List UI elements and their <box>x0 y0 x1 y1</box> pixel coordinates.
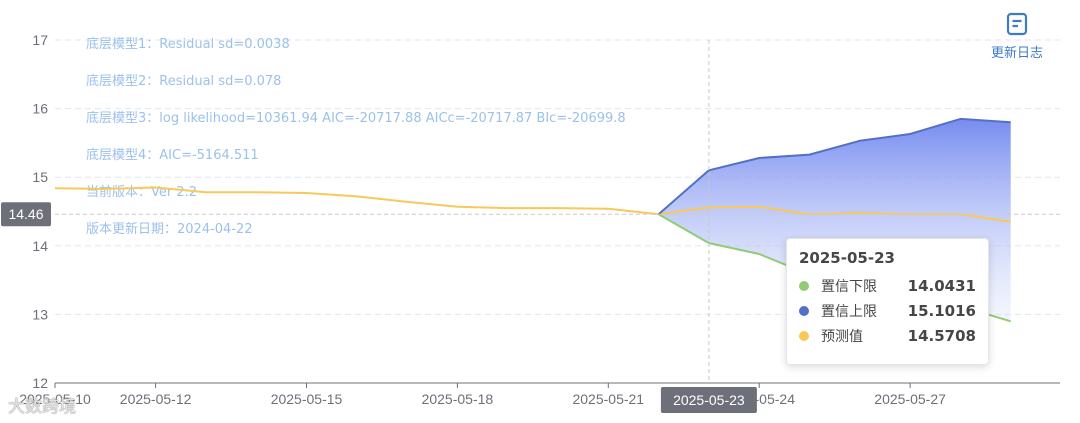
tooltip-series-value: 15.1016 <box>907 301 976 320</box>
x-tick-label: 2025-05-10 <box>19 391 91 407</box>
x-tick-label: 2025-05-12 <box>120 391 192 407</box>
info-line: 底层模型2：Residual sd=0.078 <box>86 73 281 89</box>
y-axis: 12 13 14 15 16 17 <box>32 32 48 391</box>
tooltip-row: 预测值 14.5708 <box>799 323 976 348</box>
info-line: 底层模型4：AIC=-5164.511 <box>86 147 259 163</box>
y-tick-label: 15 <box>32 169 48 185</box>
info-line: 底层模型3：log likelihood=10361.94 AIC=-20717… <box>86 110 626 126</box>
x-axis: 2025-05-10 2025-05-12 2025-05-15 2025-05-18… <box>19 382 1060 413</box>
tooltip-series-name: 预测值 <box>821 328 863 345</box>
y-tick-label: 16 <box>32 101 48 117</box>
tooltip-series-name: 置信下限 <box>821 278 877 295</box>
update-log-button[interactable]: 更新日志 <box>982 12 1052 61</box>
tooltip-title: 2025-05-23 <box>799 249 895 267</box>
x-tick-label: 2025-05-27 <box>874 391 946 407</box>
update-log-label: 更新日志 <box>990 46 1043 61</box>
series-line-forecast <box>54 186 1011 223</box>
tooltip-series-value: 14.0431 <box>907 276 976 295</box>
y-tick-label: 14 <box>32 238 48 254</box>
y-tick-label: 13 <box>32 306 48 322</box>
x-tick-label: 2025-05-15 <box>271 391 343 407</box>
crosshair-y-label: 14.46 <box>8 206 43 222</box>
x-tick-label: 2025-05-21 <box>572 391 644 407</box>
model-info: 底层模型1：Residual sd=0.0038 底层模型2：Residual s… <box>86 36 626 237</box>
info-line: 版本更新日期：2024-04-22 <box>86 221 253 237</box>
legend-dot <box>799 330 809 341</box>
tooltip: 2025-05-23 置信下限 14.0431 置信上限 15.1016 预测值… <box>786 238 989 365</box>
crosshair: 14.46 <box>1 40 1060 383</box>
crosshair-x-badge <box>660 387 757 413</box>
legend-dot <box>799 280 809 291</box>
x-tick-label: 2025-05-18 <box>422 391 494 407</box>
crosshair-x-label: 2025-05-23 <box>673 392 745 408</box>
grid-lines <box>55 39 1060 315</box>
info-line: 底层模型1：Residual sd=0.0038 <box>86 36 290 52</box>
legend-dot <box>799 305 809 316</box>
document-icon <box>1006 12 1028 36</box>
tooltip-series-name: 置信上限 <box>821 303 877 320</box>
series-line-upper <box>657 117 1011 215</box>
tooltip-series-value: 14.5708 <box>907 326 976 345</box>
crosshair-y-badge <box>1 202 51 227</box>
tooltip-row: 置信下限 14.0431 <box>799 273 976 298</box>
info-line: 当前版本：Ver 2.2 <box>86 184 197 200</box>
tooltip-row: 置信上限 15.1016 <box>799 298 976 323</box>
y-tick-label: 12 <box>32 375 48 391</box>
y-tick-label: 17 <box>32 32 48 48</box>
